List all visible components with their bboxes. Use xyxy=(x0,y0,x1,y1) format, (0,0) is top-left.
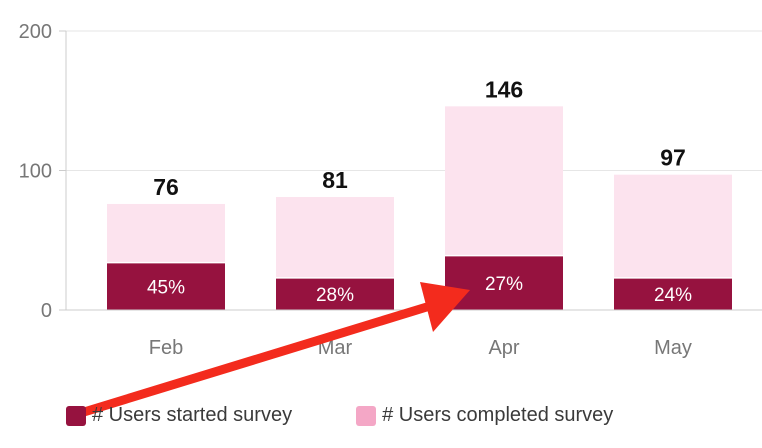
bar-started-may xyxy=(614,277,732,310)
bar-completed-feb xyxy=(107,203,225,263)
legend-label-started: # Users started survey xyxy=(92,404,293,426)
legend-item-started[interactable]: # Users started survey xyxy=(66,404,292,427)
bar-total-label-apr: 146 xyxy=(485,76,523,102)
x-tick-label-may: May xyxy=(654,337,692,359)
x-tick-label-apr: Apr xyxy=(488,337,519,359)
x-tick-label-mar: Mar xyxy=(318,337,353,359)
legend-swatch-started xyxy=(66,405,86,426)
bar-started-mar xyxy=(276,277,394,310)
annotation-arrow-head xyxy=(420,282,470,332)
legend: # Users started survey # Users completed… xyxy=(66,404,613,427)
bar-completed-mar xyxy=(276,197,394,278)
bar-percent-label-mar: 28% xyxy=(316,285,354,306)
y-tick-label-0: 0 xyxy=(41,300,52,322)
y-tick-label-200: 200 xyxy=(19,21,52,43)
bar-completed-apr xyxy=(445,106,563,256)
bar-percent-label-apr: 27% xyxy=(485,274,523,295)
annotation-arrow-shaft xyxy=(82,301,432,417)
legend-label-completed: # Users completed survey xyxy=(382,404,614,426)
x-tick-label-feb: Feb xyxy=(149,337,183,359)
bar-total-label-feb: 76 xyxy=(153,174,179,200)
bar-percent-label-feb: 45% xyxy=(147,277,185,298)
bar-total-label-may: 97 xyxy=(660,145,686,171)
legend-swatch-completed xyxy=(356,405,377,426)
bar-total-label-mar: 81 xyxy=(322,167,348,193)
y-tick-label-100: 100 xyxy=(19,161,52,183)
bar-started-apr xyxy=(445,255,563,310)
bar-percent-label-may: 24% xyxy=(654,285,692,306)
bar-completed-may xyxy=(614,174,732,278)
legend-item-completed[interactable]: # Users completed survey xyxy=(356,404,613,427)
bar-started-feb xyxy=(107,262,225,310)
